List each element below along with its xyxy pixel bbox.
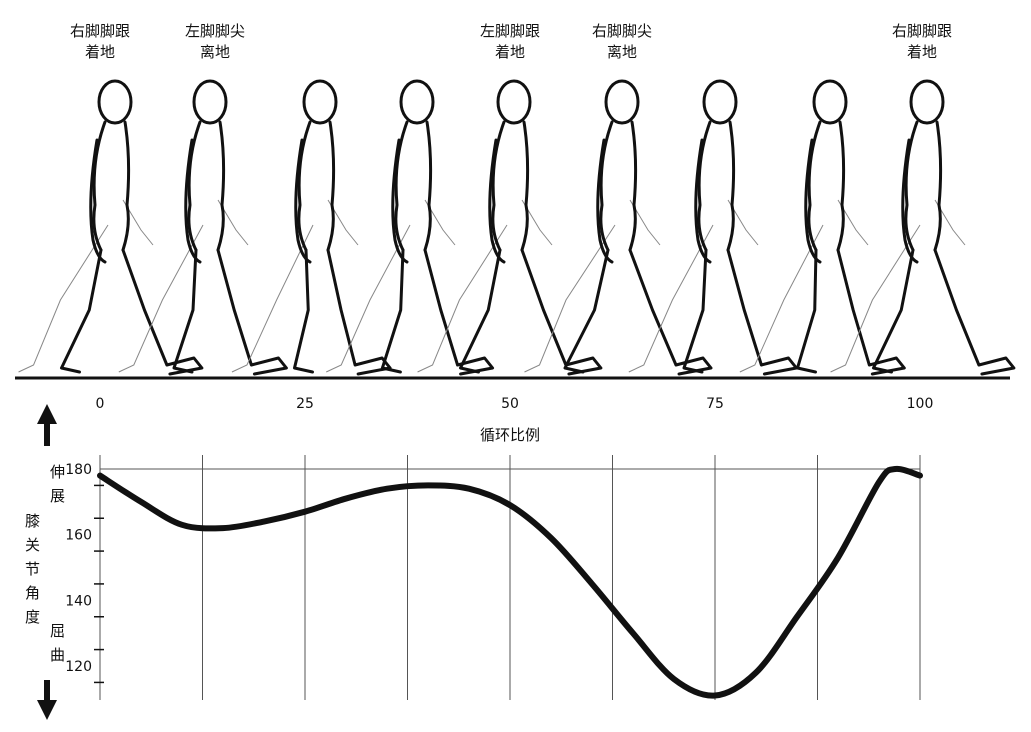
walking-figure — [524, 79, 713, 376]
x-tick-label: 25 — [296, 396, 314, 412]
gait-event-label: 右脚脚跟着地 — [892, 22, 952, 61]
y-axis-label: 膝关节角度 — [25, 512, 40, 626]
y-axis-extension-label: 伸展 — [50, 463, 65, 505]
y-tick-label: 120 — [65, 659, 92, 675]
x-tick-labels: 0 25 50 75 100 — [96, 396, 934, 412]
y-tick-label: 160 — [65, 528, 92, 544]
walking-figures — [18, 79, 1016, 376]
gait-event-labels: 右脚脚跟着地 左脚脚尖离地 左脚脚跟着地 右脚脚尖离地 右脚脚跟着地 — [70, 22, 952, 61]
x-tick-label: 0 — [96, 396, 105, 412]
walking-figure — [417, 79, 603, 376]
y-axis-label-group: 伸展 膝关节角度 屈曲 — [25, 463, 65, 664]
walking-figure — [118, 79, 288, 376]
knee-angle-series-line — [97, 465, 923, 699]
y-tick-labels: 120 140 160 180 — [65, 462, 92, 675]
arrow-down-icon — [37, 680, 57, 720]
knee-angle-plot: 0 25 50 75 100 120 140 160 180 — [65, 396, 933, 700]
gait-event-label: 左脚脚尖离地 — [185, 22, 245, 61]
arrow-up-icon — [37, 404, 57, 446]
walking-figure — [326, 79, 495, 376]
gait-event-label: 右脚脚尖离地 — [592, 22, 652, 61]
walking-figure — [18, 79, 204, 376]
walking-figure — [739, 79, 906, 376]
y-tick-label: 140 — [65, 593, 92, 609]
walking-figure — [830, 79, 1016, 376]
gait-event-label: 左脚脚跟着地 — [480, 22, 540, 61]
walking-figure — [231, 79, 392, 376]
gridlines — [94, 455, 921, 700]
y-tick-label: 180 — [65, 462, 92, 478]
gait-event-label: 右脚脚跟着地 — [70, 22, 130, 61]
x-tick-label: 50 — [501, 396, 519, 412]
y-axis-flexion-label: 屈曲 — [50, 622, 65, 664]
x-tick-label: 75 — [706, 396, 724, 412]
x-axis-label: 循环比例 — [480, 426, 540, 444]
walking-figure — [628, 79, 798, 376]
x-tick-label: 100 — [907, 396, 934, 412]
